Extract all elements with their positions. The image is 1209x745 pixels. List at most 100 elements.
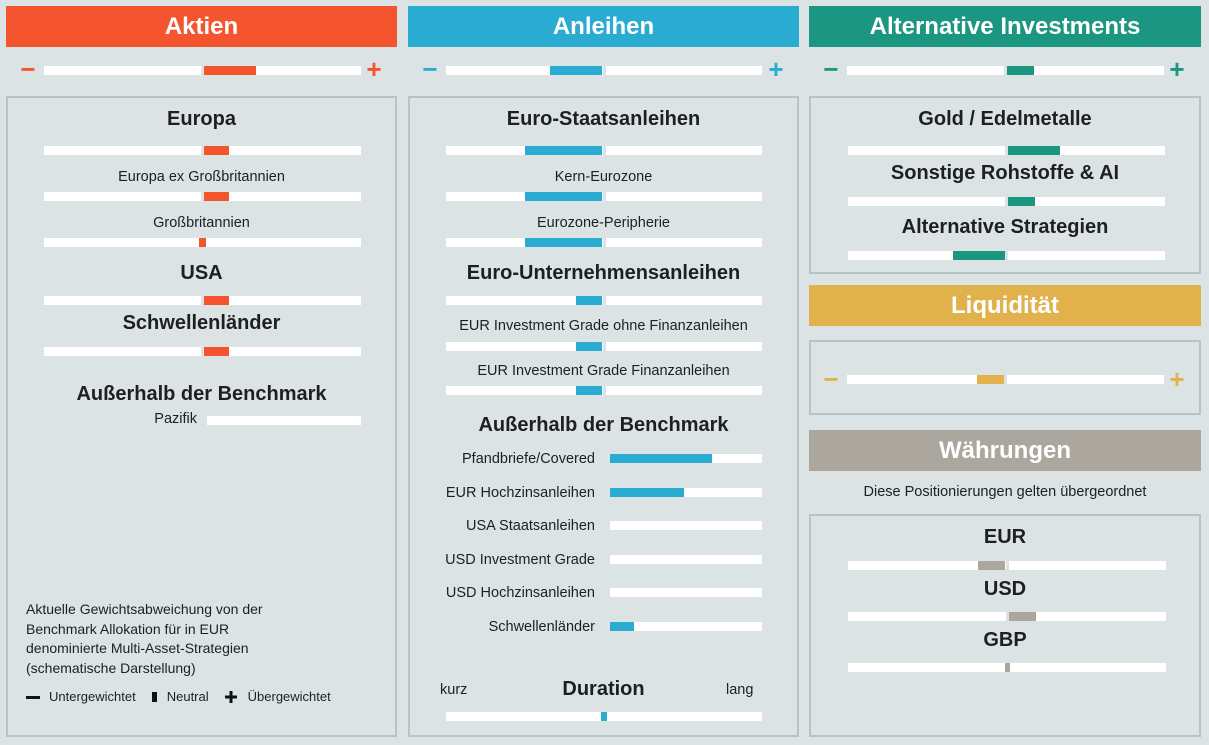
plus-icon: +: [1169, 364, 1185, 394]
summary-alternative-bar: [1007, 66, 1034, 75]
minus-icon: [26, 695, 40, 699]
bar-aktien-4-neutral-tick: [201, 347, 204, 356]
summary-liquiditaet-bar: [977, 375, 1004, 384]
bar-anleihen-3-neutral-tick: [602, 296, 606, 305]
bar-anleihen-4-neutral-tick: [602, 342, 606, 351]
bar-anleihen-5-bar: [575, 386, 603, 395]
footnote-line: Aktuelle Gewichtsabweichung von der: [26, 601, 263, 617]
bar-anleihen-out-3-track: [610, 555, 762, 564]
bar-alternative-1-bar: [1008, 197, 1035, 206]
footnote-line: (schematische Darstellung): [26, 659, 196, 676]
bar-alternative-2-neutral-tick: [1005, 251, 1008, 260]
bar-anleihen-5-neutral-tick: [602, 386, 606, 395]
bar-waehrung-2-bar: [1004, 663, 1010, 672]
summary-alternative-neutral-tick: [1004, 66, 1007, 75]
header-liquiditaet: Liquidität: [809, 285, 1201, 326]
footnote: Aktuelle Gewichtsabweichung von der Benc…: [26, 600, 326, 678]
minus-icon: −: [823, 364, 839, 394]
label-kurz: kurz: [440, 682, 468, 698]
bar-duration-bar: [600, 712, 608, 721]
label-euro-staatsanleihen: Euro-Staatsanleihen: [506, 108, 701, 130]
waehrungen-note: Diese Positionierungen gelten übergeordn…: [863, 484, 1147, 500]
bar-anleihen-out-4-track: [610, 588, 762, 597]
minus-icon: −: [20, 54, 36, 84]
label-pfandbriefe: Pfandbriefe/Covered: [462, 451, 595, 467]
bar-anleihen-out-1-track: [610, 488, 762, 497]
summary-anleihen-neutral-tick: [602, 66, 606, 75]
bar-waehrung-1-neutral-tick: [1005, 612, 1009, 621]
label-ausserhalb-benchmark-aktien: Außerhalb der Benchmark: [76, 383, 327, 405]
legend-over: Übergewichtet: [247, 689, 331, 704]
header-alternative-investments: Alternative Investments: [809, 6, 1201, 47]
label-ausserhalb-benchmark-anleihen: Außerhalb der Benchmark: [478, 414, 729, 436]
summary-liquiditaet-neutral-tick: [1004, 375, 1007, 384]
bar-anleihen-out-1-bar: [610, 488, 685, 497]
bar-alternative-0-bar: [1008, 146, 1061, 155]
bar-anleihen-out-0-bar: [610, 454, 712, 463]
bar-waehrung-1-bar: [1008, 612, 1036, 621]
bar-aktien-3-neutral-tick: [201, 296, 204, 305]
neutral-icon: [151, 691, 157, 702]
bar-alternative-2-bar: [952, 251, 1005, 260]
bar-pazifik-track: [207, 416, 361, 425]
label-europa-ex-gb: Europa ex Großbritannien: [118, 169, 285, 185]
bar-waehrung-0-bar: [978, 561, 1006, 570]
bar-aktien-4-bar: [204, 347, 230, 356]
bar-anleihen-4-bar: [575, 342, 603, 351]
label-usd-ig: USD Investment Grade: [445, 552, 595, 568]
label-europa: Europa: [167, 108, 236, 130]
bar-anleihen-out-5-track: [610, 622, 762, 631]
minus-icon: −: [823, 54, 839, 84]
label-grossbritannien: Großbritannien: [153, 215, 250, 231]
footnote-line: denominierte Multi-Asset-Strategien: [26, 640, 249, 656]
bar-anleihen-out-5-bar: [610, 622, 635, 631]
label-lang: lang: [726, 682, 754, 698]
panel-waehrungen: [809, 514, 1201, 737]
label-gbp: GBP: [983, 629, 1027, 651]
header-anleihen: Anleihen: [408, 6, 799, 47]
summary-aktien-bar: [204, 66, 257, 75]
plus-icon: +: [366, 54, 382, 84]
label-usd: USD: [983, 578, 1027, 600]
plus-icon: [224, 690, 237, 703]
label-duration: Duration: [562, 678, 645, 700]
bar-anleihen-0-neutral-tick: [602, 146, 606, 155]
bar-alternative-1-neutral-tick: [1005, 197, 1008, 206]
label-pazifik: Pazifik: [154, 411, 197, 427]
minus-icon: −: [422, 54, 438, 84]
label-schwellenlaender-anleihen: Schwellenländer: [488, 619, 595, 635]
bar-aktien-3-bar: [204, 296, 230, 305]
bar-aktien-1-bar: [204, 192, 230, 201]
bar-anleihen-1-neutral-tick: [602, 192, 606, 201]
bar-anleihen-2-neutral-tick: [602, 238, 606, 247]
legend: Untergewichtet Neutral Übergewichtet: [26, 689, 337, 704]
bar-waehrung-0-neutral-tick: [1005, 561, 1009, 570]
bar-aktien-1-neutral-tick: [201, 192, 204, 201]
label-gold-edelmetalle: Gold / Edelmetalle: [918, 108, 1092, 130]
summary-anleihen-bar: [550, 66, 603, 75]
footnote-line: Benchmark Allokation für in EUR: [26, 620, 230, 637]
label-usa: USA: [180, 262, 223, 284]
bar-anleihen-1-bar: [525, 192, 603, 201]
label-eur-ig-ohne-finanz: EUR Investment Grade ohne Finanzanleihen: [459, 318, 748, 334]
label-usa-staatsanleihen: USA Staatsanleihen: [466, 518, 595, 534]
bar-anleihen-2-bar: [525, 238, 603, 247]
header-aktien: Aktien: [6, 6, 397, 47]
summary-aktien-neutral-tick: [201, 66, 204, 75]
bar-anleihen-out-2-track: [610, 521, 762, 530]
legend-neutral: Neutral: [166, 689, 209, 704]
legend-under: Untergewichtet: [49, 689, 136, 704]
label-schwellenlaender-aktien: Schwellenländer: [122, 312, 281, 334]
label-euro-unternehmensanleihen: Euro-Unternehmensanleihen: [466, 262, 741, 284]
bar-anleihen-0-bar: [525, 146, 603, 155]
panel-alternative-investments: [809, 96, 1201, 274]
label-usd-hochzins: USD Hochzinsanleihen: [445, 585, 595, 601]
bar-aktien-0-bar: [204, 146, 230, 155]
bar-aktien-0-neutral-tick: [201, 146, 204, 155]
label-eur-hochzins: EUR Hochzinsanleihen: [445, 485, 595, 501]
bar-anleihen-3-bar: [575, 296, 603, 305]
label-kern-eurozone: Kern-Eurozone: [554, 169, 653, 185]
label-eur: EUR: [983, 526, 1027, 548]
bar-aktien-2-bar: [199, 238, 206, 247]
label-eurozone-peripherie: Eurozone-Peripherie: [537, 215, 670, 231]
